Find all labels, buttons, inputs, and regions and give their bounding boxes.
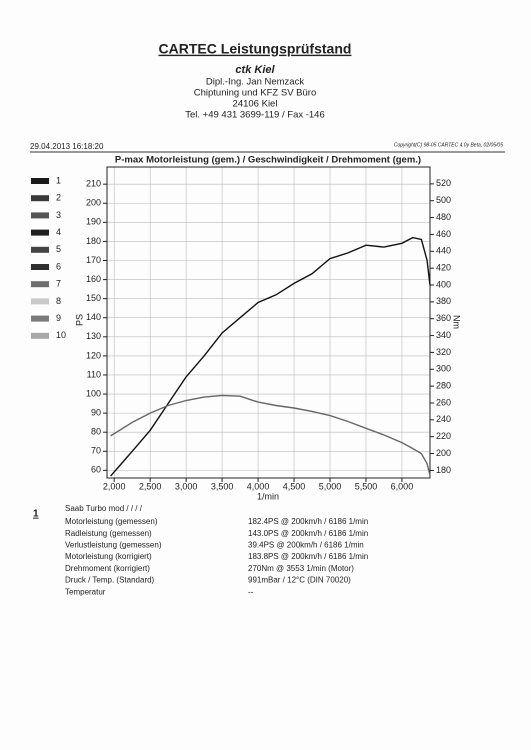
result-label: Motorleistung (korrigiert)	[65, 552, 152, 561]
company: ctk Kiel	[235, 64, 275, 76]
legend-label: 9	[56, 313, 61, 323]
header-line: 24106 Kiel	[233, 99, 278, 110]
y2-tick-label: 360	[436, 313, 451, 323]
legend-label: 3	[56, 210, 61, 220]
y2-tick-label: 200	[436, 448, 451, 458]
result-label: Verlustleistung (gemessen)	[65, 541, 162, 550]
y2-tick-label: 380	[436, 296, 451, 306]
y-tick-label: 120	[86, 350, 101, 360]
y-tick-label: 140	[86, 312, 101, 322]
x-tick-label: 6,000	[391, 481, 414, 491]
result-value: 991mBar / 12°C (DIN 70020)	[248, 576, 351, 585]
y-tick-label: 80	[91, 427, 101, 437]
y-tick-label: 190	[86, 217, 101, 227]
legend-swatch	[31, 195, 49, 202]
y2-tick-label: 340	[436, 330, 451, 340]
legend-swatch	[31, 246, 49, 253]
legend-label: 5	[56, 244, 61, 254]
header-line: Tel. +49 431 3699-119 / Fax -146	[185, 110, 325, 121]
legend-label: 10	[56, 330, 66, 340]
plot-frame	[106, 166, 431, 479]
header-line: Dipl.-Ing. Jan Nemzack	[206, 77, 304, 88]
y-tick-label: 200	[86, 198, 101, 208]
y-tick-label: 150	[86, 293, 101, 303]
legend-swatch	[31, 281, 49, 288]
legend-swatch	[31, 178, 49, 184]
x-tick-label: 2,500	[139, 481, 162, 491]
legend-label: 7	[56, 279, 61, 289]
y-axis-label: PS	[74, 314, 84, 326]
legend-label: 4	[56, 227, 61, 237]
result-label: Motorleistung (gemessen)	[65, 517, 158, 526]
x-tick-label: 5,000	[319, 481, 342, 491]
y2-tick-label: 480	[436, 212, 451, 222]
y2-tick-label: 260	[436, 397, 451, 407]
y2-tick-label: 280	[436, 381, 451, 391]
y-tick-label: 90	[91, 408, 101, 418]
legend-swatch	[31, 298, 49, 305]
y2-tick-label: 300	[436, 364, 451, 374]
result-value: 182.4PS @ 200km/h / 6186 1/min	[248, 517, 368, 526]
y2-tick-label: 220	[436, 431, 451, 441]
result-value: 183.8PS @ 200km/h / 6186 1/min	[248, 552, 368, 561]
x-tick-label: 5,500	[355, 481, 378, 491]
x-tick-label: 3,500	[211, 481, 234, 491]
y-tick-label: 160	[86, 274, 101, 284]
x-tick-label: 2,000	[103, 481, 126, 491]
y2-tick-label: 520	[436, 178, 451, 188]
result-value: 39.4PS @ 200km/h / 6186 1/min	[248, 541, 364, 550]
result-label: Temperatur	[65, 587, 106, 596]
y-tick-label: 180	[86, 236, 101, 246]
header-line: Chiptuning und KFZ SV Büro	[194, 88, 317, 99]
result-label: Radleistung (gemessen)	[65, 529, 152, 538]
legend-swatch	[31, 212, 49, 219]
result-label: Druck / Temp. (Standard)	[65, 576, 155, 585]
y2-tick-label: 400	[436, 279, 451, 289]
legend-label: 2	[56, 193, 61, 203]
y2-axis-label: Nm	[452, 315, 462, 329]
y-tick-label: 210	[86, 179, 101, 189]
y2-tick-label: 460	[436, 229, 451, 239]
y2-tick-label: 440	[436, 246, 451, 256]
result-number: 1	[33, 509, 39, 520]
legend-swatch	[31, 315, 49, 322]
legend-swatch	[31, 264, 49, 270]
result-value: --	[248, 587, 254, 596]
y-tick-label: 100	[86, 388, 101, 398]
y2-tick-label: 240	[436, 414, 451, 424]
x-axis-label: 1/min	[257, 491, 279, 501]
x-tick-label: 3,000	[175, 481, 198, 491]
x-tick-label: 4,500	[283, 481, 306, 491]
date: 29.04.2013 16:18:20	[30, 142, 104, 151]
legend-label: 1	[56, 175, 61, 185]
copyright: Copyright(C) 98-05 CARTEC 4.0y Beta, 02/…	[394, 142, 503, 148]
y2-tick-label: 420	[436, 263, 451, 273]
y-tick-label: 60	[91, 465, 101, 475]
y2-tick-label: 180	[436, 465, 451, 475]
y-tick-label: 170	[86, 255, 101, 265]
legend-label: 6	[56, 261, 61, 271]
y2-tick-label: 500	[436, 195, 451, 205]
data-line	[110, 394, 431, 476]
chart-title: P-max Motorleistung (gem.) / Geschwindig…	[115, 155, 421, 166]
y2-tick-label: 320	[436, 347, 451, 357]
doc-title: CARTEC Leistungsprüfstand	[159, 41, 352, 57]
x-tick-label: 4,000	[247, 481, 270, 491]
legend-swatch	[31, 332, 49, 339]
result-value: 270Nm @ 3553 1/min (Motor)	[248, 564, 354, 573]
y-tick-label: 110	[87, 369, 101, 379]
legend-swatch	[31, 229, 49, 236]
result-value: 143.0PS @ 200km/h / 6186 1/min	[248, 529, 368, 538]
result-label: Drehmoment (korrigiert)	[65, 564, 150, 573]
data-line	[110, 236, 431, 477]
y-tick-label: 130	[86, 331, 101, 341]
legend-label: 8	[56, 296, 61, 306]
y-tick-label: 70	[91, 446, 101, 456]
vehicle: Saab Turbo mod / / / /	[65, 504, 143, 513]
